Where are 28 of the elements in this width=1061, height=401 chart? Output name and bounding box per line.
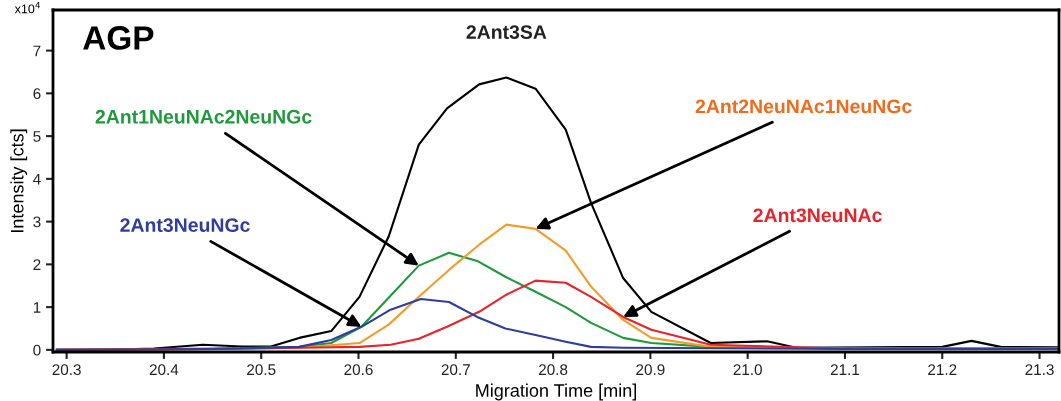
text: x10$^{4}$ (14, 1, 41, 14)
y-tick-label: 5 (33, 131, 41, 142)
y-tick-label: 3 (33, 216, 41, 228)
x-tick-label: 21.3 (1025, 364, 1054, 376)
x-tick-label: 20.3 (52, 364, 81, 376)
y-tick-label: 4 (33, 173, 41, 185)
x-tick-label: 21.0 (733, 364, 762, 376)
y-tick-label: 7 (33, 45, 41, 57)
y-tick-label: 0 (33, 344, 41, 356)
annotation: 2Ant1NeuNAc2NeuNGc (95, 109, 312, 124)
x-tick-label: 20.6 (344, 364, 373, 376)
x-tick-label: 20.7 (441, 364, 470, 376)
x-tick-label: 21.2 (928, 364, 957, 375)
annotation: 2Ant3SA (466, 25, 547, 40)
y-axis-title: Intensity [cts] (10, 129, 28, 233)
annotation: 2Ant3NeuNAc (753, 208, 882, 223)
x-tick-label: 20.9 (636, 364, 665, 376)
x-tick-label: 20.5 (247, 364, 276, 376)
annotation: 2Ant3NeuNGc (120, 218, 250, 233)
x-tick-label: 21.1 (830, 364, 860, 375)
y-tick-label: 1 (33, 302, 41, 313)
y-tick-label: 6 (33, 88, 41, 100)
annotation: 2Ant2NeuNAc1NeuNGc (695, 99, 912, 114)
x-axis-title: Migration Time [min] (476, 383, 636, 401)
y-tick-label: 2 (33, 259, 41, 270)
x-tick-label: 20.4 (149, 364, 179, 376)
chart-title: AGP (83, 26, 154, 50)
x-tick-label: 20.8 (538, 364, 568, 376)
